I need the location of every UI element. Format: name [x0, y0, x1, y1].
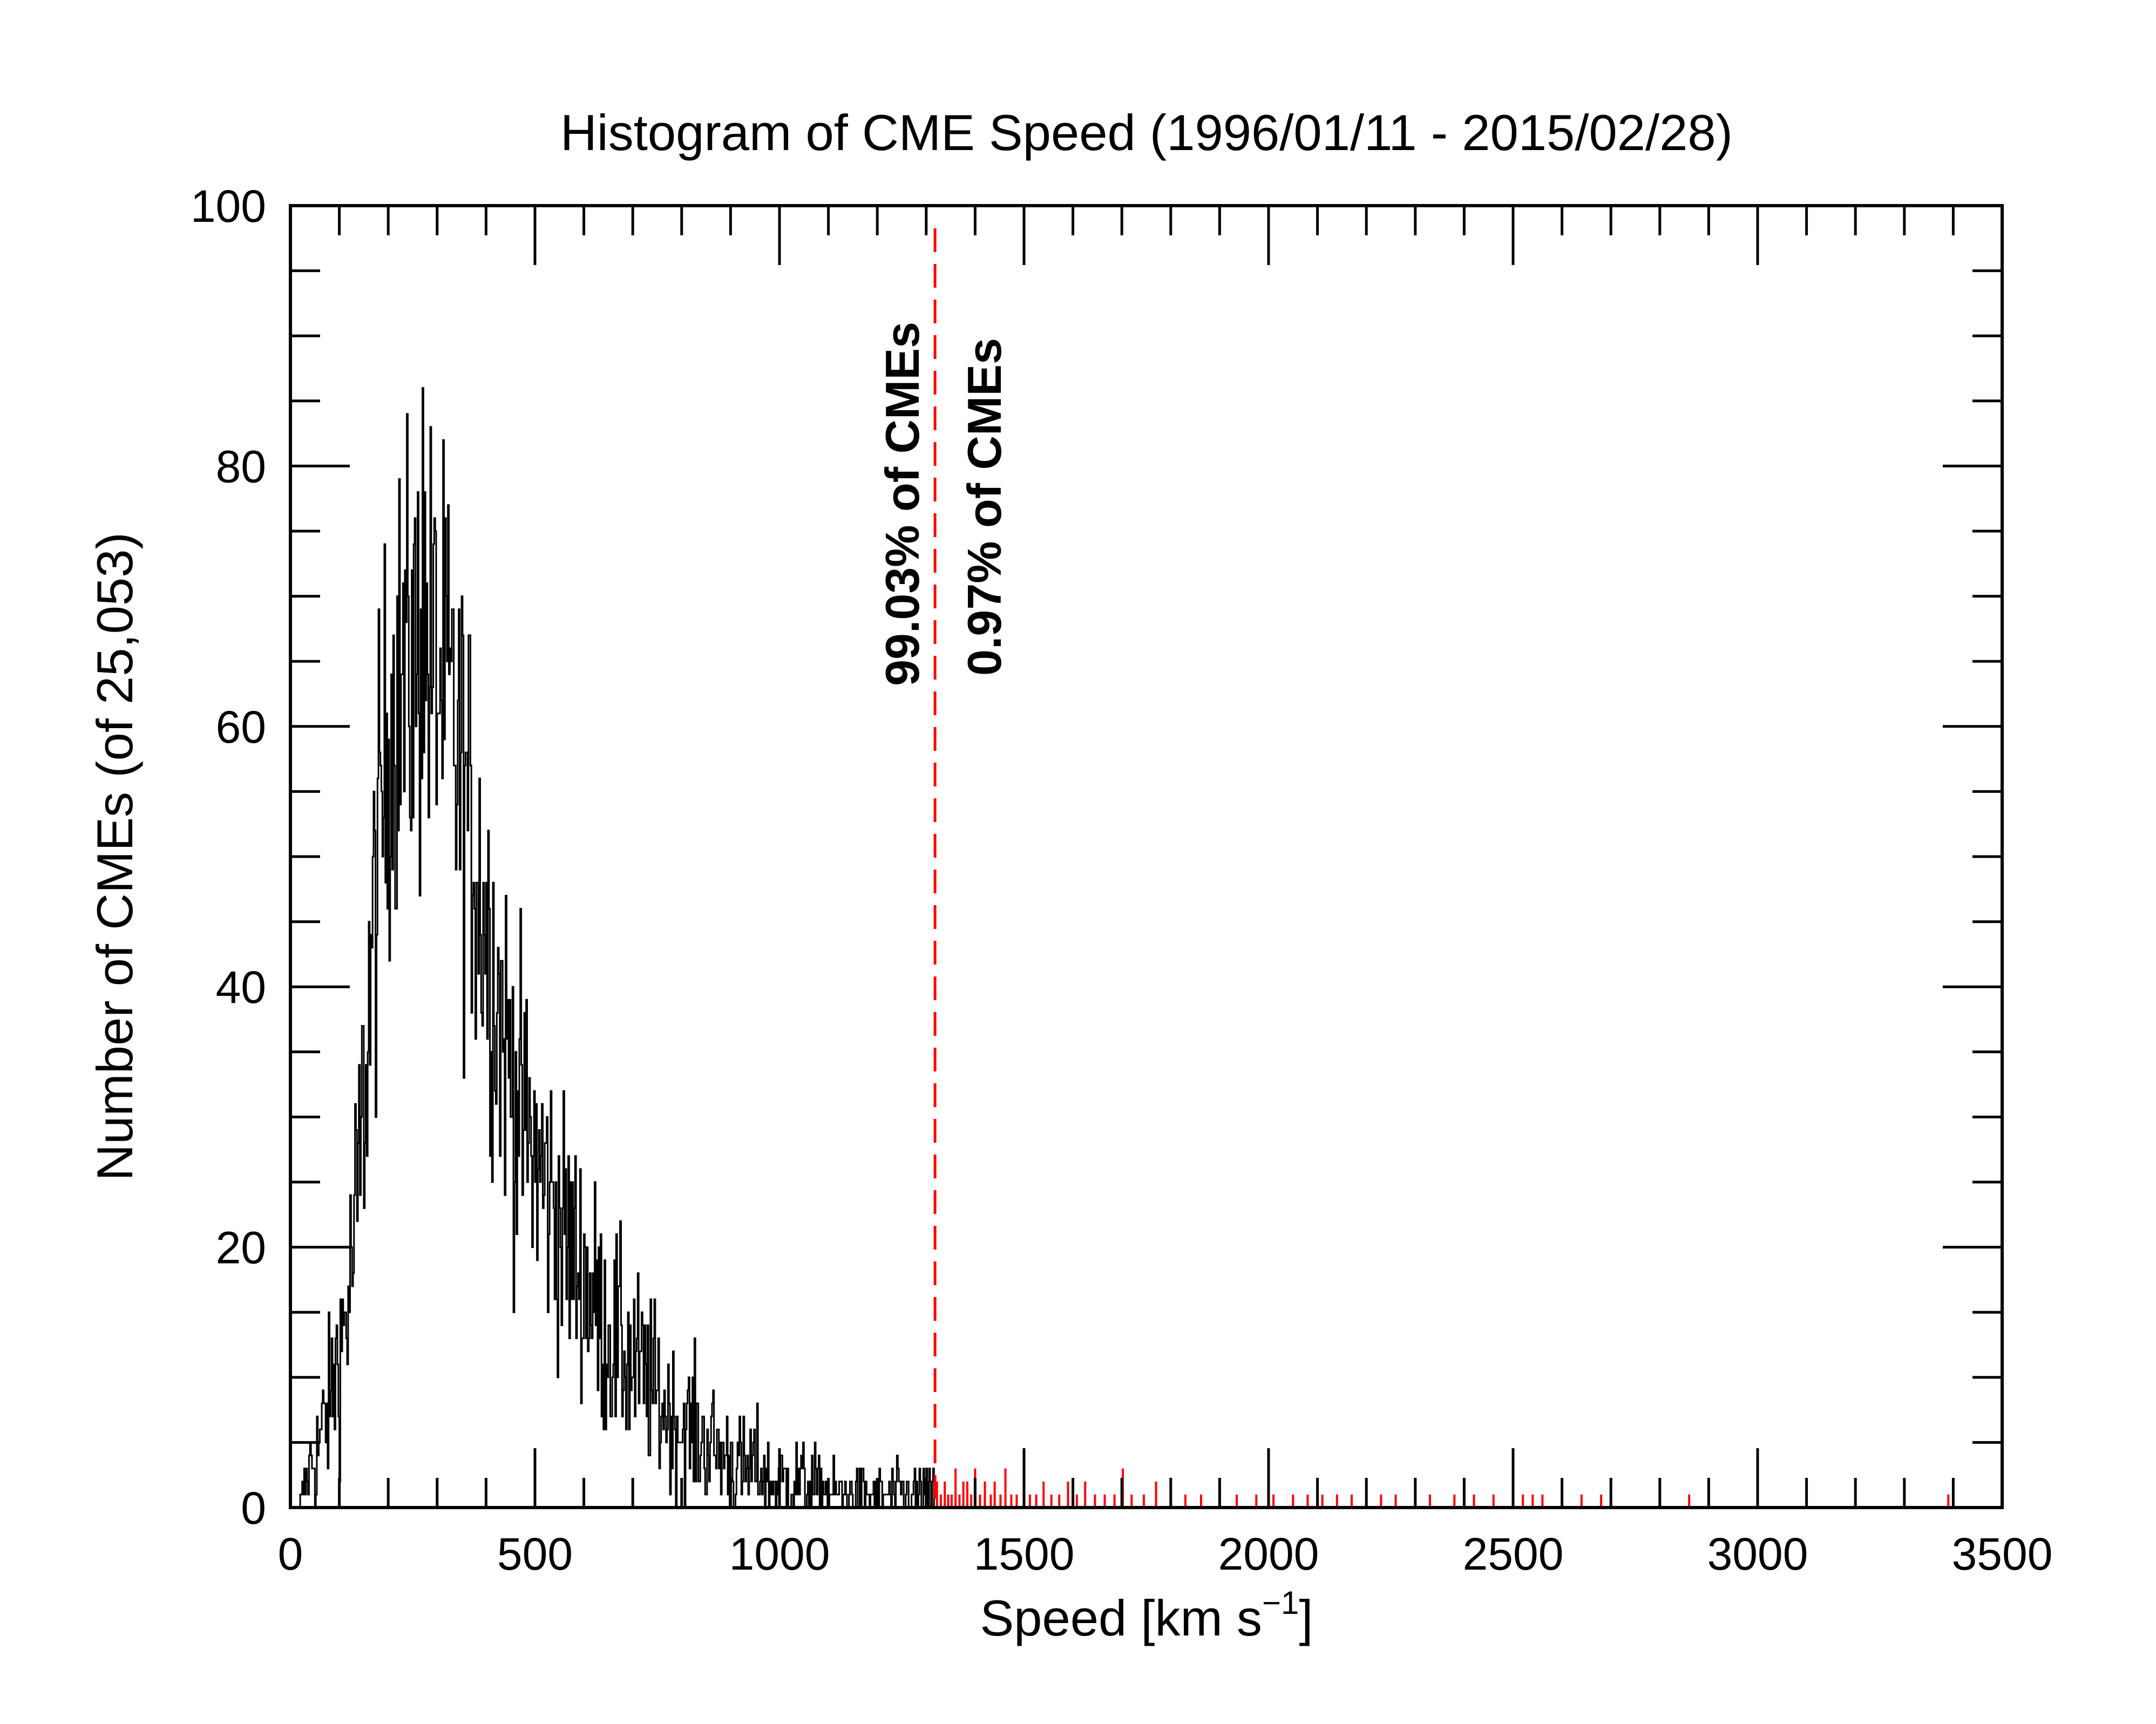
x-tick-label: 500	[497, 1529, 573, 1579]
threshold-label-below: 99.03% of CMEs	[876, 322, 929, 686]
x-axis-label-close: ]	[1299, 1590, 1313, 1646]
y-tick-label: 20	[216, 1223, 266, 1273]
threshold-label-above: 0.97% of CMEs	[958, 338, 1011, 676]
y-axis: 0 20 40 60 80 100	[191, 181, 2002, 1533]
x-tick-label: 3000	[1707, 1529, 1808, 1579]
y-tick-label: 0	[241, 1483, 266, 1533]
x-axis: 0 500 1000 1500 2000 2500 3000 3500	[278, 206, 2053, 1579]
x-tick-label: 2500	[1463, 1529, 1564, 1579]
x-axis-label-exponent: −1	[1262, 1585, 1299, 1621]
chart-title: Histogram of CME Speed (1996/01/11 - 201…	[560, 104, 1733, 161]
y-tick-label: 80	[216, 441, 266, 492]
x-axis-label: Speed [km s−1]	[980, 1585, 1313, 1646]
x-tick-label: 3500	[1952, 1529, 2053, 1579]
histogram-main-trace	[299, 387, 935, 1509]
plot-area	[299, 387, 1950, 1509]
y-axis-label: Number of CMEs (of 25,053)	[86, 532, 143, 1181]
x-tick-label: 0	[278, 1529, 303, 1579]
y-tick-label: 100	[191, 181, 266, 232]
x-tick-label: 1500	[974, 1529, 1075, 1579]
x-tick-label: 2000	[1218, 1529, 1319, 1579]
x-tick-label: 1000	[729, 1529, 830, 1579]
x-axis-label-main: Speed [km s	[980, 1590, 1262, 1646]
y-tick-label: 40	[216, 962, 266, 1013]
y-tick-label: 60	[216, 702, 266, 752]
